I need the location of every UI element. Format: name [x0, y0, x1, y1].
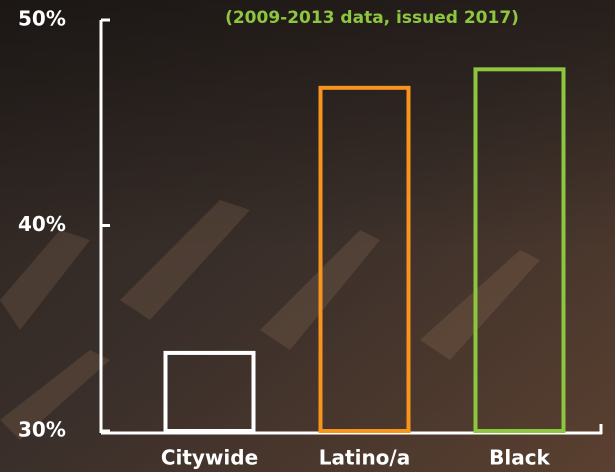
background-shade — [0, 0, 615, 250]
x-tick-label: Latino/a — [319, 446, 410, 470]
bar — [163, 350, 256, 433]
x-tick-label: Black — [489, 446, 550, 470]
y-tick-label: 50% — [18, 7, 66, 31]
chart-subtitle: (2009-2013 data, issued 2017) — [225, 8, 519, 28]
y-tick-label: 30% — [18, 418, 66, 442]
y-tick-label: 40% — [18, 212, 66, 236]
bar — [473, 67, 566, 433]
bar — [318, 85, 411, 433]
x-tick-label: Citywide — [161, 446, 258, 470]
